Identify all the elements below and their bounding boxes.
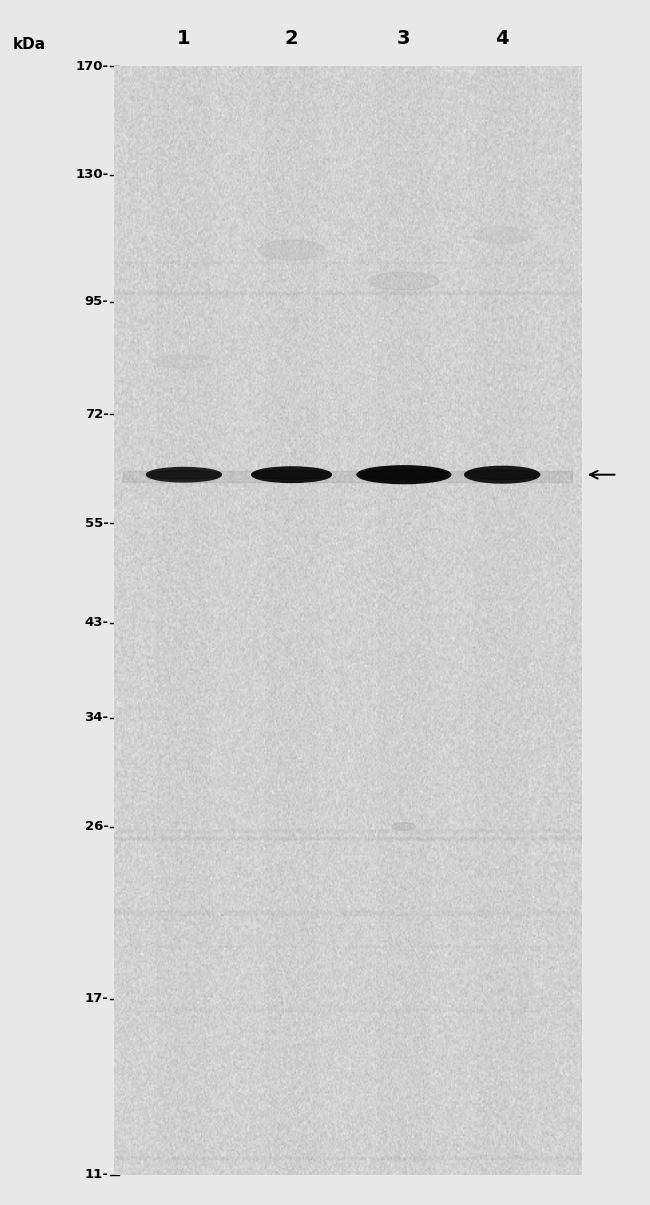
Ellipse shape: [465, 470, 540, 480]
Ellipse shape: [259, 240, 324, 260]
Ellipse shape: [392, 823, 415, 830]
Text: 4: 4: [495, 29, 509, 48]
Text: 17-: 17-: [84, 992, 109, 1005]
Text: 130-: 130-: [75, 169, 109, 182]
Text: 72-: 72-: [84, 407, 109, 421]
Text: 170-: 170-: [75, 60, 109, 72]
Ellipse shape: [146, 468, 222, 482]
Ellipse shape: [369, 272, 439, 290]
Text: 95-: 95-: [84, 295, 109, 308]
Ellipse shape: [465, 466, 540, 483]
Ellipse shape: [357, 466, 450, 483]
Ellipse shape: [153, 354, 215, 369]
Ellipse shape: [357, 470, 450, 480]
Text: 3: 3: [397, 29, 411, 48]
Text: 2: 2: [285, 29, 298, 48]
Text: 1: 1: [177, 29, 190, 48]
Text: 55-: 55-: [84, 517, 109, 530]
Ellipse shape: [252, 466, 332, 482]
Text: 43-: 43-: [84, 617, 109, 629]
Ellipse shape: [252, 470, 332, 480]
Text: 34-: 34-: [84, 711, 109, 724]
Ellipse shape: [474, 227, 530, 243]
Text: 26-: 26-: [84, 821, 109, 833]
Ellipse shape: [146, 470, 222, 480]
Text: 11-: 11-: [84, 1169, 109, 1181]
Text: kDa: kDa: [13, 37, 46, 52]
Bar: [123, 471, 573, 482]
